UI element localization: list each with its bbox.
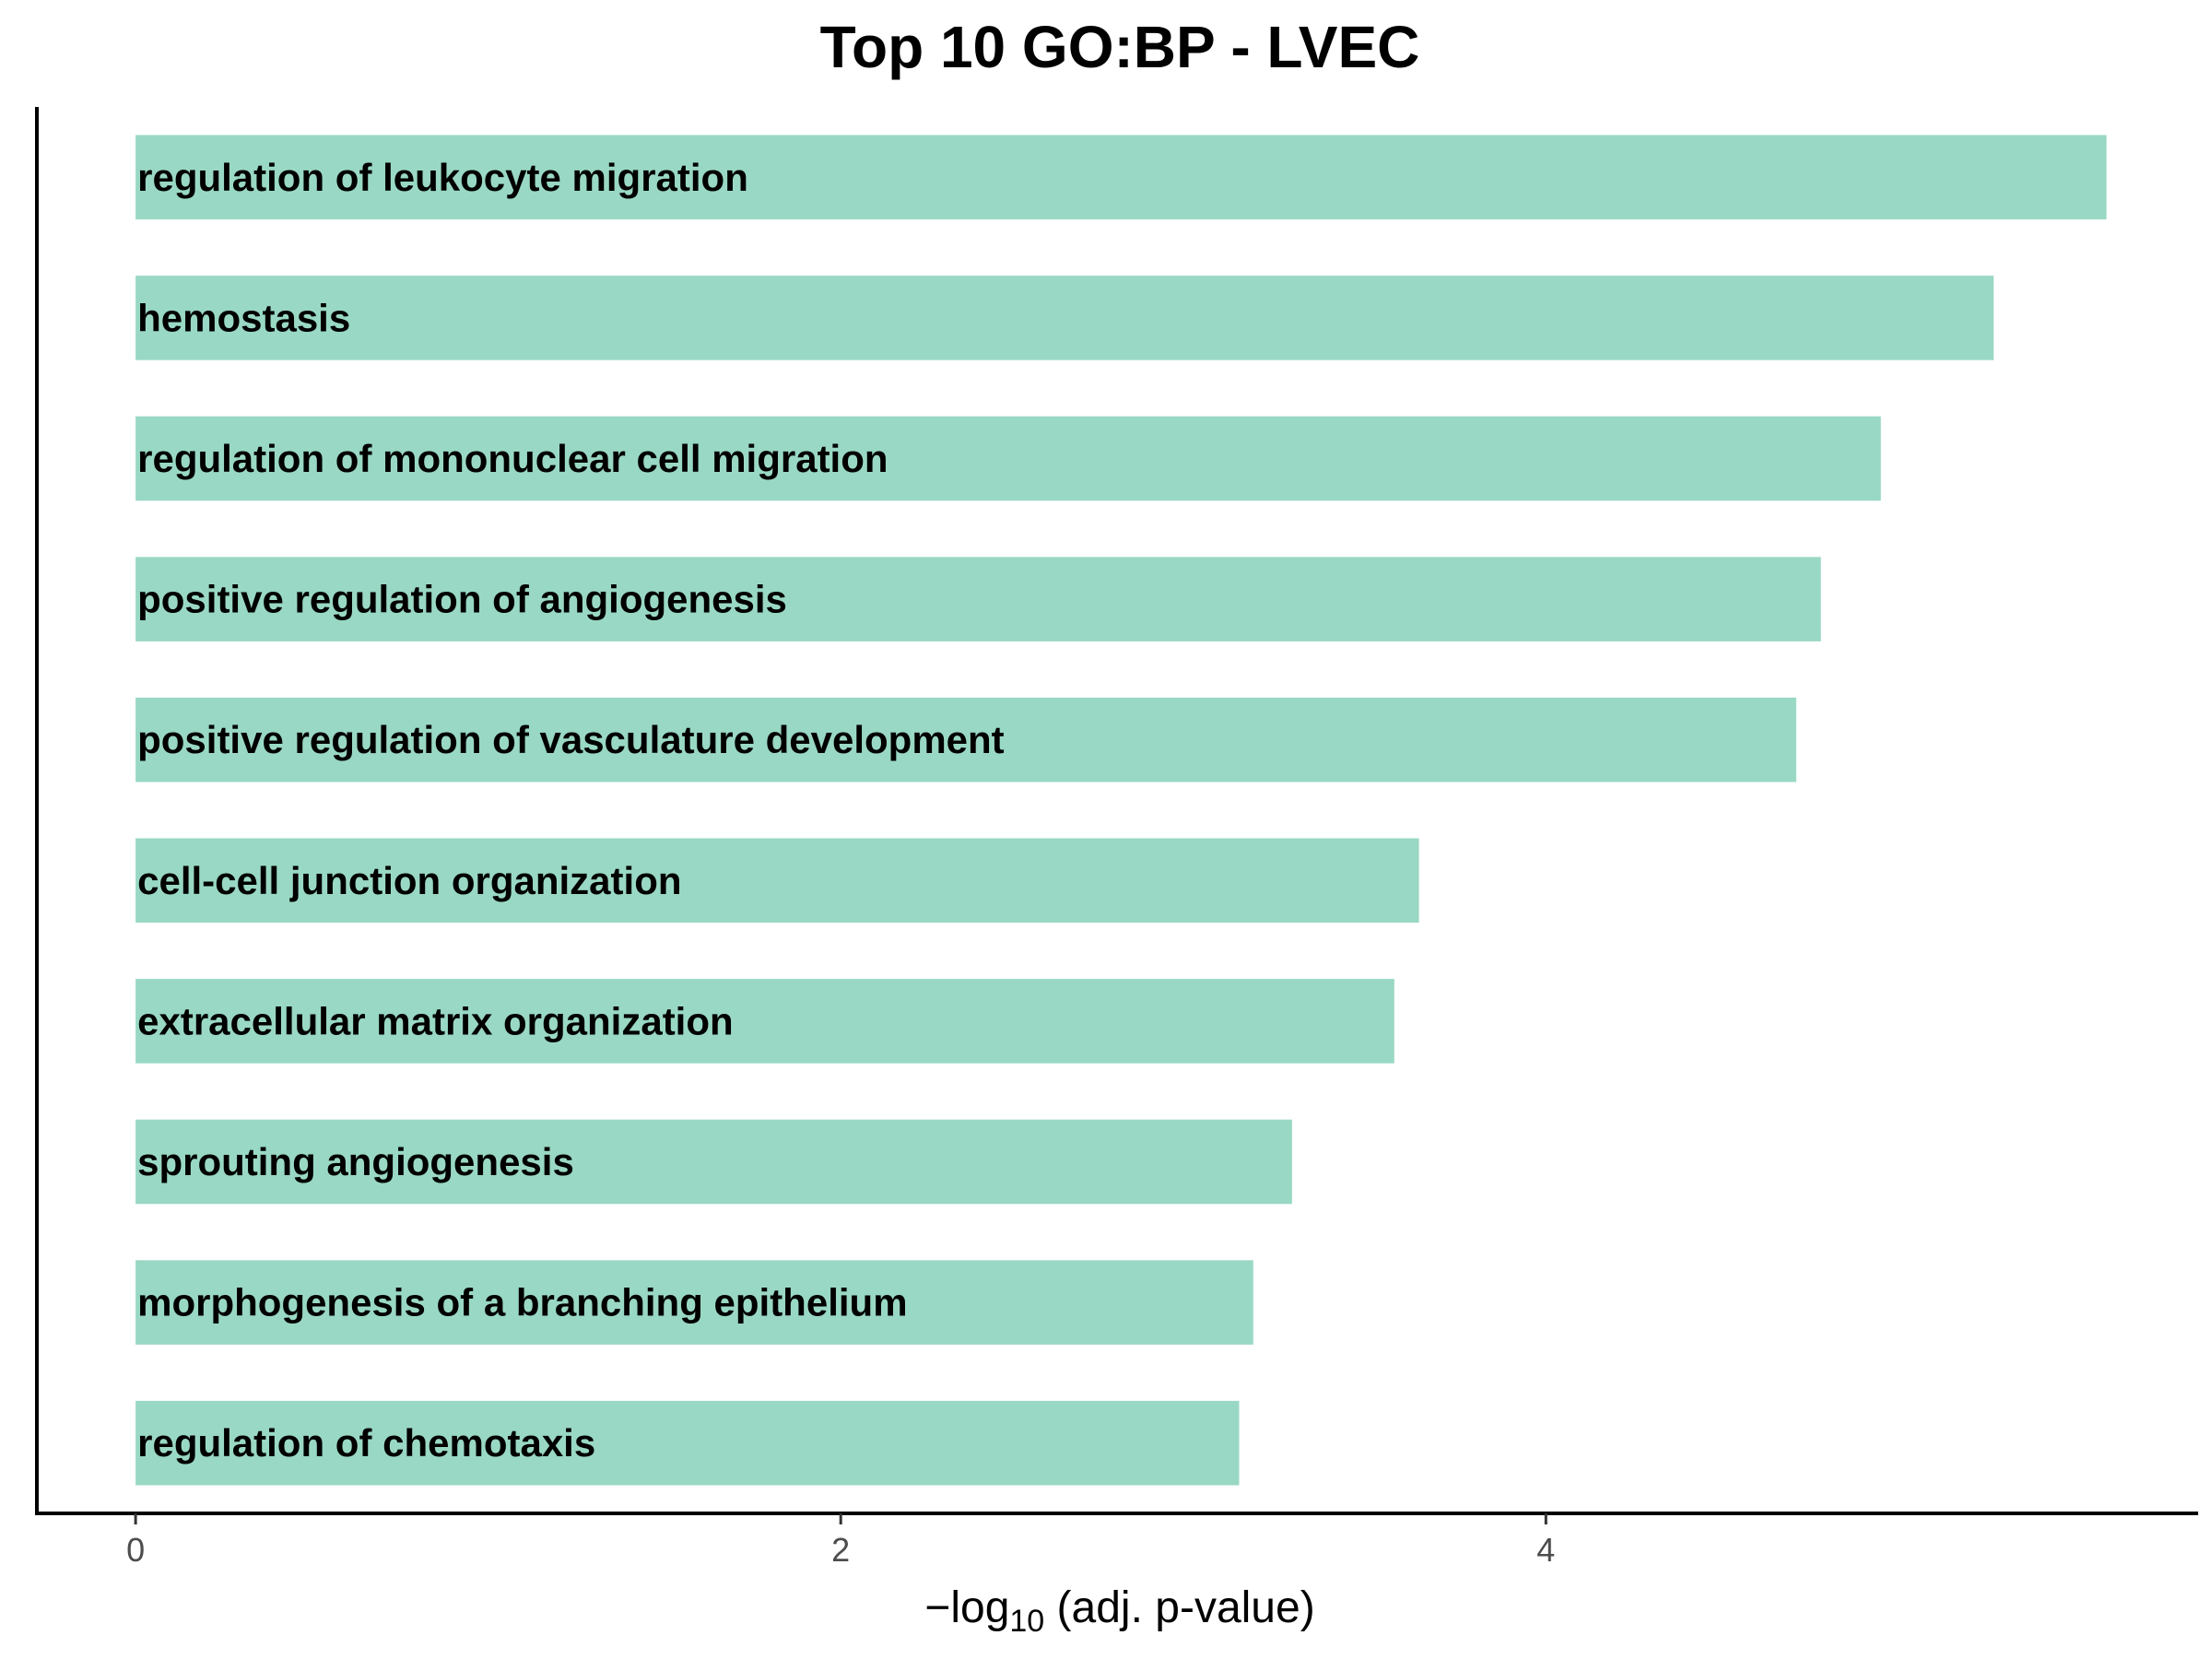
bar xyxy=(135,838,1419,924)
x-axis-title-subscript: 10 xyxy=(1009,1604,1044,1639)
bar-label: extracellular matrix organization xyxy=(137,999,734,1042)
x-axis-title: −log10 (adj. p-value) xyxy=(924,1583,1314,1639)
bar xyxy=(135,1400,1240,1486)
x-tick-label: 4 xyxy=(1536,1531,1555,1569)
bar xyxy=(135,1119,1292,1205)
bar-label: cell-cell junction organization xyxy=(137,859,681,902)
x-tick-label: 0 xyxy=(126,1531,145,1569)
bar-label: regulation of mononuclear cell migration xyxy=(137,437,888,480)
bar-label: hemostasis xyxy=(137,296,350,339)
bar-label: positive regulation of angiogenesis xyxy=(137,578,787,621)
bar-labels-layer: regulation of leukocyte migration hemosta… xyxy=(137,156,1005,1465)
bar xyxy=(135,557,1821,641)
bar-label: morphogenesis of a branching epithelium xyxy=(137,1281,907,1324)
chart-title: Top 10 GO:BP - LVEC xyxy=(820,14,1420,80)
x-axis-ticks: 0 2 4 xyxy=(126,1513,1555,1569)
bar xyxy=(135,697,1796,782)
x-tick-label: 2 xyxy=(831,1531,850,1569)
bars-layer xyxy=(135,135,2107,1486)
bar xyxy=(135,276,1994,360)
bar-label: regulation of leukocyte migration xyxy=(137,156,748,199)
bar-label: positive regulation of vasculature devel… xyxy=(137,718,1005,761)
bar-label: regulation of chemotaxis xyxy=(137,1421,595,1465)
bar-label: sprouting angiogenesis xyxy=(137,1140,574,1183)
bar xyxy=(135,135,2107,220)
bar xyxy=(135,416,1881,501)
bar xyxy=(135,1260,1253,1345)
x-axis-title-prefix: −log xyxy=(924,1583,1009,1632)
bar xyxy=(135,979,1394,1064)
x-axis-title-suffix: (adj. p-value) xyxy=(1044,1583,1314,1632)
